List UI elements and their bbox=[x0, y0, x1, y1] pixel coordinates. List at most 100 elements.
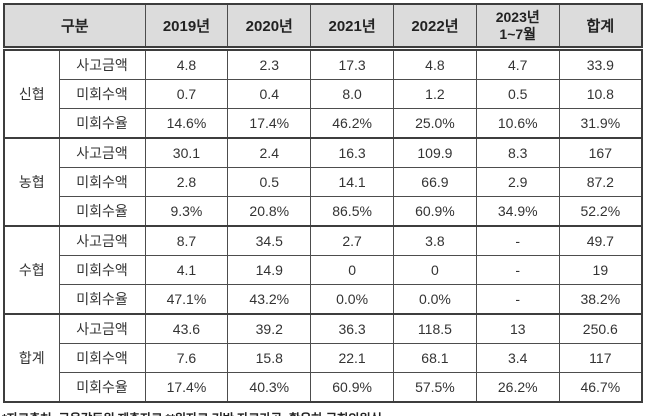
table-cell: 25.0% bbox=[393, 108, 477, 139]
table-cell: 30.1 bbox=[144, 137, 229, 168]
table-cell: 167 bbox=[558, 137, 643, 168]
metric-label: 사고금액 bbox=[58, 137, 146, 168]
table-cell: 2.7 bbox=[310, 225, 394, 256]
table-cell: 14.1 bbox=[310, 167, 394, 197]
table-cell: 3.4 bbox=[475, 343, 560, 373]
table-cell: 26.2% bbox=[475, 372, 560, 403]
metric-label: 미회수율 bbox=[58, 196, 146, 227]
table-cell: 34.5 bbox=[227, 225, 312, 256]
table-cell: 17.3 bbox=[310, 48, 394, 80]
metric-label: 미회수율 bbox=[58, 108, 146, 139]
metric-label: 사고금액 bbox=[58, 48, 146, 80]
metric-label: 미회수액 bbox=[58, 343, 146, 373]
table-cell: 39.2 bbox=[227, 313, 312, 344]
table-cell: 8.7 bbox=[144, 225, 229, 256]
metric-label: 미회수액 bbox=[58, 79, 146, 109]
table-cell: 0 bbox=[310, 255, 394, 285]
table-cell: 2.8 bbox=[144, 167, 229, 197]
table-cell: 38.2% bbox=[558, 284, 643, 315]
table-cell: 7.6 bbox=[144, 343, 229, 373]
table-cell: 17.4% bbox=[144, 372, 229, 403]
table-row: 미회수율 14.6% 17.4% 46.2% 25.0% 10.6% 31.9% bbox=[4, 108, 643, 139]
table-cell: 4.8 bbox=[393, 48, 477, 80]
table-cell: 46.2% bbox=[310, 108, 394, 139]
table-cell: 0.0% bbox=[310, 284, 394, 315]
table-cell: 9.3% bbox=[144, 196, 229, 227]
table-cell: 117 bbox=[558, 343, 643, 373]
table-row: 수협 사고금액 8.7 34.5 2.7 3.8 - 49.7 bbox=[3, 225, 643, 315]
table-row: 미회수율 9.3% 20.8% 86.5% 60.9% 34.9% 52.2% bbox=[4, 196, 643, 227]
group-label-shinhyup: 신협 bbox=[3, 48, 60, 139]
table-cell: 86.5% bbox=[310, 196, 394, 227]
group-label-suhyup: 수협 bbox=[3, 225, 60, 315]
header-gubun: 구분 bbox=[3, 3, 146, 51]
table-row: 미회수율 17.4% 40.3% 60.9% 57.5% 26.2% 46.7% bbox=[4, 372, 643, 403]
table-row: 농협 사고금액 30.1 2.4 16.3 109.9 8.3 167 bbox=[3, 137, 643, 227]
table-cell: 4.1 bbox=[144, 255, 229, 285]
table-row: 합계 사고금액 43.6 39.2 36.3 118.5 13 250.6 bbox=[3, 313, 643, 403]
table-cell: 43.6 bbox=[144, 313, 229, 344]
metric-label: 미회수액 bbox=[58, 255, 146, 285]
table-cell: 10.6% bbox=[475, 108, 560, 139]
table-cell: 14.9 bbox=[227, 255, 312, 285]
table-cell: 0.7 bbox=[144, 79, 229, 109]
group-label-total: 합계 bbox=[3, 313, 60, 403]
table-cell: 2.9 bbox=[475, 167, 560, 197]
header-2021: 2021년 bbox=[310, 3, 394, 51]
table-cell: 2.3 bbox=[227, 48, 312, 80]
table-cell: 87.2 bbox=[558, 167, 643, 197]
table-cell: 40.3% bbox=[227, 372, 312, 403]
metric-label: 미회수율 bbox=[58, 372, 146, 403]
metric-label: 미회수율 bbox=[58, 284, 146, 315]
table-row: 미회수액 4.1 14.9 0 0 - 19 bbox=[4, 255, 643, 285]
table-cell: 0 bbox=[393, 255, 477, 285]
table-cell: 10.8 bbox=[558, 79, 643, 109]
group-label-nonghyup: 농협 bbox=[3, 137, 60, 227]
table-cell: 1.2 bbox=[393, 79, 477, 109]
table-cell: 43.2% bbox=[227, 284, 312, 315]
table-cell: 66.9 bbox=[393, 167, 477, 197]
table-cell: 60.9% bbox=[310, 372, 394, 403]
table-cell: 109.9 bbox=[393, 137, 477, 168]
header-2023-jan-jul: 2023년 1~7월 bbox=[475, 3, 560, 51]
table-row: 미회수액 2.8 0.5 14.1 66.9 2.9 87.2 bbox=[4, 167, 643, 197]
table-row: 미회수액 0.7 0.4 8.0 1.2 0.5 10.8 bbox=[4, 79, 643, 109]
table-cell: 52.2% bbox=[558, 196, 643, 227]
header-2020: 2020년 bbox=[227, 3, 312, 51]
table-cell: 46.7% bbox=[558, 372, 643, 403]
metric-label: 사고금액 bbox=[58, 225, 146, 256]
table-cell: 68.1 bbox=[393, 343, 477, 373]
table-cell: 2.4 bbox=[227, 137, 312, 168]
table-cell: 4.8 bbox=[144, 48, 229, 80]
header-total: 합계 bbox=[558, 3, 643, 51]
header-2022: 2022년 bbox=[393, 3, 477, 51]
table-cell: 15.8 bbox=[227, 343, 312, 373]
source-footnote: *자료출처: 금융감독원 제출자료 **원자료 기반 자료가공: 황운하 국회의… bbox=[2, 408, 650, 416]
table-cell: 33.9 bbox=[558, 48, 643, 80]
accident-amount-table: 구분 2019년 2020년 2021년 2022년 2023년 1~7월 합계… bbox=[3, 3, 643, 403]
table-cell: 3.8 bbox=[393, 225, 477, 256]
table-cell: 47.1% bbox=[144, 284, 229, 315]
header-2019: 2019년 bbox=[144, 3, 229, 51]
table-cell: 0.0% bbox=[393, 284, 477, 315]
table-cell: 60.9% bbox=[393, 196, 477, 227]
table-row: 미회수율 47.1% 43.2% 0.0% 0.0% - 38.2% bbox=[4, 284, 643, 315]
table-cell: 250.6 bbox=[558, 313, 643, 344]
table-row: 미회수액 7.6 15.8 22.1 68.1 3.4 117 bbox=[4, 343, 643, 373]
table-cell: 118.5 bbox=[393, 313, 477, 344]
table-cell: 19 bbox=[558, 255, 643, 285]
header-row: 구분 2019년 2020년 2021년 2022년 2023년 1~7월 합계 bbox=[3, 3, 643, 51]
table-cell: 31.9% bbox=[558, 108, 643, 139]
table-cell: 0.4 bbox=[227, 79, 312, 109]
table-cell: 49.7 bbox=[558, 225, 643, 256]
table-cell: 13 bbox=[475, 313, 560, 344]
metric-label: 사고금액 bbox=[58, 313, 146, 344]
table-cell: 20.8% bbox=[227, 196, 312, 227]
table-cell: 14.6% bbox=[144, 108, 229, 139]
table-cell: - bbox=[475, 255, 560, 285]
table-cell: 16.3 bbox=[310, 137, 394, 168]
table-cell: 4.7 bbox=[475, 48, 560, 80]
table-cell: 22.1 bbox=[310, 343, 394, 373]
table-cell: 17.4% bbox=[227, 108, 312, 139]
